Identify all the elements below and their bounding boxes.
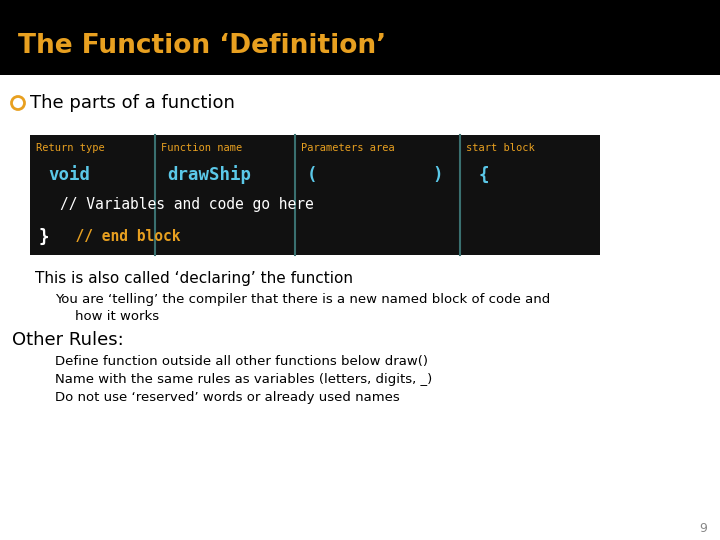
Text: You are ‘telling’ the compiler that there is a new named block of code and: You are ‘telling’ the compiler that ther… <box>55 294 550 307</box>
Text: Function name: Function name <box>161 143 242 153</box>
Text: how it works: how it works <box>75 310 159 323</box>
Text: Parameters area: Parameters area <box>301 143 395 153</box>
Text: The parts of a function: The parts of a function <box>30 94 235 112</box>
Bar <box>0 0 720 75</box>
Text: The Function ‘Definition’: The Function ‘Definition’ <box>18 33 386 59</box>
Text: start block: start block <box>466 143 535 153</box>
Text: {: { <box>478 166 488 184</box>
Text: Name with the same rules as variables (letters, digits, _): Name with the same rules as variables (l… <box>55 373 432 386</box>
Text: This is also called ‘declaring’ the function: This is also called ‘declaring’ the func… <box>35 271 353 286</box>
Text: Do not use ‘reserved’ words or already used names: Do not use ‘reserved’ words or already u… <box>55 390 400 403</box>
Text: ): ) <box>432 166 443 184</box>
Text: }: } <box>38 228 48 246</box>
Text: // Variables and code go here: // Variables and code go here <box>60 198 314 213</box>
Text: drawShip: drawShip <box>167 165 251 185</box>
Text: 9: 9 <box>699 522 707 535</box>
Bar <box>30 135 600 255</box>
Text: // end block: // end block <box>58 230 181 245</box>
Text: Return type: Return type <box>36 143 104 153</box>
Text: (: ( <box>307 166 318 184</box>
Text: void: void <box>48 166 90 184</box>
Text: Define function outside all other functions below draw(): Define function outside all other functi… <box>55 354 428 368</box>
Text: Other Rules:: Other Rules: <box>12 331 124 349</box>
